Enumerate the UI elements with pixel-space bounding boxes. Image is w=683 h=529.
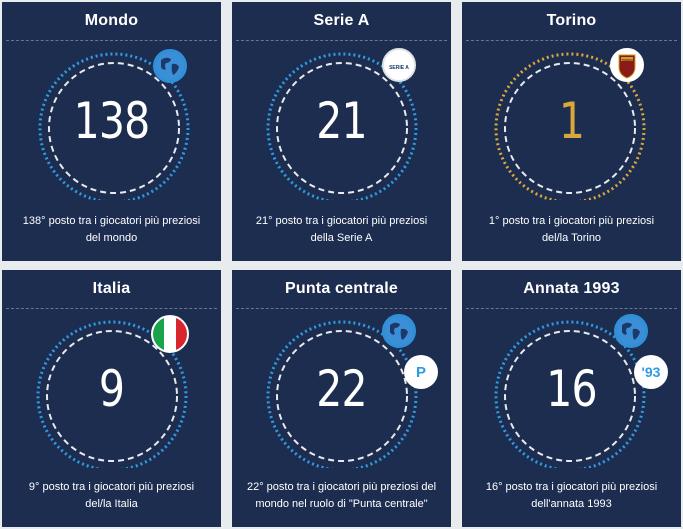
card-title: Punta centrale — [236, 270, 447, 309]
rank-value: 22 — [316, 360, 367, 418]
rank-value: 9 — [98, 360, 125, 418]
card-title: Serie A — [236, 2, 447, 41]
globe-icon — [382, 314, 416, 348]
rank-card-torino[interactable]: Torino 1 TORINO 1° posto tra i giocatori… — [462, 2, 681, 261]
card-title: Mondo — [6, 2, 217, 41]
ring: 138 — [2, 40, 221, 200]
rank-description: 21° posto tra i giocatori più preziosi d… — [255, 215, 428, 244]
progress-ring — [38, 52, 190, 200]
rank-description: 16° posto tra i giocatori più preziosi d… — [485, 481, 658, 510]
rank-card-mondo[interactable]: Mondo 138 138° posto tra i giocatori più… — [2, 2, 221, 261]
rank-card-italia[interactable]: Italia 9 9° posto tra i giocatori più pr… — [2, 270, 221, 527]
card-title: Torino — [466, 2, 677, 41]
rank-description: 9° posto tra i giocatori più preziosi de… — [28, 481, 195, 510]
card-title: Italia — [6, 270, 217, 309]
rank-description: 138° posto tra i giocatori più preziosi … — [22, 215, 201, 244]
italy-flag-icon — [151, 315, 189, 353]
progress-ring — [494, 52, 646, 200]
progress-ring — [266, 52, 418, 200]
serie-a-logo-icon: SERIE A — [382, 48, 416, 82]
torino-crest-icon: TORINO — [610, 48, 644, 82]
ring: 16 — [462, 308, 681, 468]
rank-description: 1° posto tra i giocatori più preziosi de… — [488, 215, 655, 244]
torino-crest-text: TORINO — [621, 58, 633, 62]
rank-value: 21 — [316, 92, 367, 150]
ring: 1 — [462, 40, 681, 200]
ring: 9 — [2, 308, 221, 468]
rank-value: 138 — [73, 92, 151, 150]
rank-description: 22° posto tra i giocatori più preziosi d… — [246, 481, 437, 510]
ring: 21 — [232, 40, 451, 200]
rank-card-punta-centrale[interactable]: Punta centrale 22 P 22° posto tra i gioc… — [232, 270, 451, 527]
rank-value: 16 — [546, 360, 597, 418]
rank-value: 1 — [558, 92, 585, 150]
progress-ring — [36, 320, 188, 468]
card-title: Annata 1993 — [466, 270, 677, 309]
progress-ring — [494, 320, 646, 468]
rank-card-annata-1993[interactable]: Annata 1993 16 '93 16° posto tra i gioca… — [462, 270, 681, 527]
serie-a-logo-text: SERIE A — [389, 65, 409, 71]
globe-icon — [153, 49, 187, 83]
role-badge: P — [404, 355, 438, 389]
globe-icon — [614, 314, 648, 348]
progress-ring — [266, 320, 418, 468]
year-badge: '93 — [634, 355, 668, 389]
ring: 22 — [232, 308, 451, 468]
rank-card-serie-a[interactable]: Serie A 21 SERIE A 21° posto tra i gioca… — [232, 2, 451, 261]
